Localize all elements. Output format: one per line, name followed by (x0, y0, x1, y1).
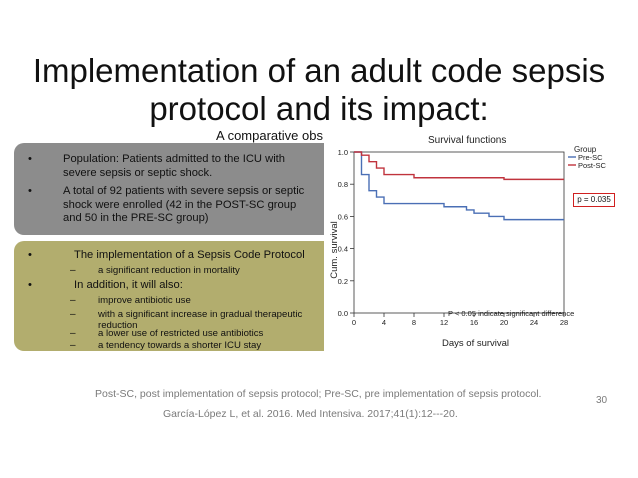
bullet-glyph: • (28, 153, 32, 165)
bullet-glyph: • (28, 185, 32, 197)
chart-title: Survival functions (428, 135, 506, 146)
legend-label-post-sc: Post-SC (578, 161, 607, 170)
bullet-glyph: • (28, 249, 32, 261)
citation: García-López L, et al. 2016. Med Intensi… (163, 408, 458, 420)
title-line-1: Implementation of an adult code sepsis (32, 52, 606, 89)
dash-glyph: – (70, 328, 76, 339)
x-tick-label: 24 (530, 318, 538, 327)
dash-glyph: – (70, 265, 76, 276)
bullet-glyph: • (28, 279, 32, 291)
population-bullet-2: A total of 92 patients with severe sepsi… (63, 185, 305, 224)
dash-glyph: – (70, 295, 76, 306)
slide-title: Implementation of an adult code sepsis p… (0, 52, 638, 128)
x-tick-label: 20 (500, 318, 508, 327)
conclusion-sub-1: a significant reduction in mortality (98, 265, 240, 276)
population-box: • Population: Patients admitted to the I… (14, 143, 336, 235)
y-axis-label: Cum. survival (329, 221, 340, 279)
conclusion-bullet-1: The implementation of a Sepsis Code Prot… (74, 249, 305, 261)
slide-number: 30 (596, 395, 608, 406)
y-tick-label: 0.6 (338, 212, 348, 221)
series-line-pre-sc (354, 151, 564, 221)
x-tick-label: 4 (382, 318, 386, 327)
x-tick-label: 28 (560, 318, 568, 327)
survival-chart-svg: Survival functions Days of survival Cum.… (329, 135, 607, 349)
dash-glyph: – (70, 309, 76, 320)
x-tick-label: 16 (470, 318, 478, 327)
x-axis-label: Days of survival (442, 338, 509, 349)
plot-frame (353, 151, 565, 314)
survival-chart: Survival functions Days of survival Cum.… (324, 130, 624, 352)
legend-title: Group (574, 145, 597, 154)
y-tick-label: 0.4 (338, 245, 348, 254)
series-line-post-sc (354, 151, 564, 181)
conclusion-sub-5: a tendency towards a shorter ICU stay (98, 340, 262, 351)
x-tick-label: 8 (412, 318, 416, 327)
conclusions-box: • The implementation of a Sepsis Code Pr… (14, 241, 336, 351)
x-tick-label: 12 (440, 318, 448, 327)
conclusion-sub-2: improve antibiotic use (98, 295, 191, 306)
conclusion-bullet-2: In addition, it will also: (74, 279, 183, 291)
y-tick-label: 0.0 (338, 309, 348, 318)
p-value-box: p = 0.035 (573, 193, 615, 207)
x-tick-label: 0 (352, 318, 356, 327)
legend-label-pre-sc: Pre-SC (578, 153, 603, 162)
y-tick-label: 0.8 (338, 180, 348, 189)
y-tick-label: 0.2 (338, 277, 348, 286)
conclusion-sub-4: a lower use of restricted use antibiotic… (98, 328, 264, 339)
conclusion-sub-3: with a significant increase in gradual t… (98, 309, 303, 331)
significance-annotation: P < 0.05 indicate significant difference (448, 309, 574, 318)
y-tick-label: 1.0 (338, 148, 348, 157)
footnote: Post-SC, post implementation of sepsis p… (95, 388, 542, 400)
population-bullet-1: Population: Patients admitted to the ICU… (63, 153, 286, 179)
slide-subtitle: A comparative obs (216, 128, 323, 143)
dash-glyph: – (70, 340, 76, 351)
title-line-2: protocol and its impact: (149, 90, 489, 127)
